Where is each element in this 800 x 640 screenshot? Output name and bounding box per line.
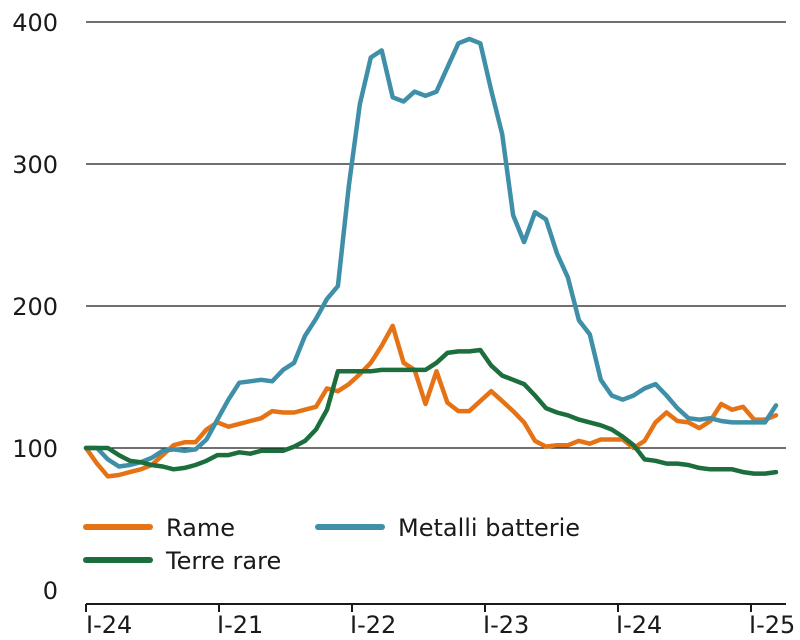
y-tick-label: 200 xyxy=(12,293,58,321)
series-lines xyxy=(83,36,779,479)
x-axis-ticks: I-24 I-21 I-22 I-23 I-24 I-25 xyxy=(85,604,795,639)
x-tick-label: I-23 xyxy=(483,611,529,639)
x-tick-label: I-24 xyxy=(86,611,132,639)
x-tick-label: I-22 xyxy=(350,611,396,639)
grid-lines xyxy=(86,21,786,449)
y-tick-label: 0 xyxy=(43,577,58,605)
series-line-rame xyxy=(83,323,779,479)
legend-item-metalli-batterie: Metalli batterie xyxy=(315,514,580,542)
legend-item-rame: Rame xyxy=(83,514,235,542)
y-tick-label: 100 xyxy=(12,435,58,463)
x-tick-label: I-21 xyxy=(217,611,263,639)
legend-label-rame: Rame xyxy=(166,514,235,542)
legend-item-terre-rare: Terre rare xyxy=(83,547,281,575)
y-tick-label: 400 xyxy=(12,9,58,37)
legend-label-metalli-batterie: Metalli batterie xyxy=(398,514,580,542)
x-tick-label: I-25 xyxy=(749,611,795,639)
x-tick-label: I-24 xyxy=(616,611,662,639)
series-line-metalli-batterie xyxy=(83,36,779,469)
y-tick-label: 300 xyxy=(12,151,58,179)
series-line-terre-rare xyxy=(83,347,779,476)
legend-label-terre-rare: Terre rare xyxy=(165,547,281,575)
legend: Rame Metalli batterie Terre rare xyxy=(83,514,580,575)
y-axis-ticks: 0 100 200 300 400 xyxy=(12,9,58,605)
